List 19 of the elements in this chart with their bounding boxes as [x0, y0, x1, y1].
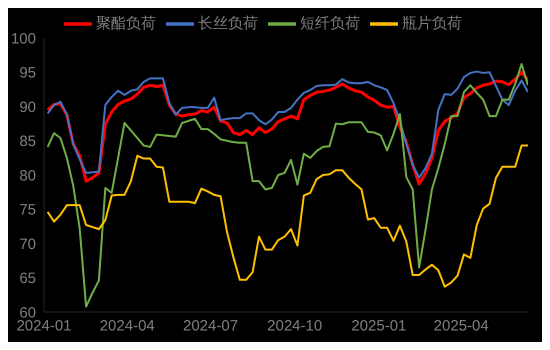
y-tick-label: 75 — [19, 202, 36, 219]
y-tick-label: 65 — [19, 270, 36, 288]
line-series — [46, 144, 528, 288]
y-tick-label: 90 — [19, 98, 36, 116]
y-tick-label: 80 — [19, 167, 36, 184]
legend-label: 长丝负荷 — [198, 14, 258, 32]
x-tick-label: 2024-07 — [182, 318, 238, 335]
y-tick-label: 70 — [19, 236, 36, 253]
y-tick-label: 85 — [19, 133, 36, 150]
legend-label: 瓶片负荷 — [402, 14, 462, 32]
line-series — [46, 63, 528, 308]
x-tick-label: 2024-04 — [100, 318, 155, 335]
legend-label: 短纤负荷 — [300, 14, 360, 32]
x-tick-label: 2025-01 — [351, 318, 406, 335]
y-tick-label: 100 — [10, 30, 36, 48]
x-tick-label: 2025-04 — [434, 318, 489, 335]
y-tick-label: 95 — [19, 64, 36, 82]
x-tick-label: 2024-10 — [267, 318, 322, 335]
legend-label: 聚酯负荷 — [96, 14, 156, 32]
